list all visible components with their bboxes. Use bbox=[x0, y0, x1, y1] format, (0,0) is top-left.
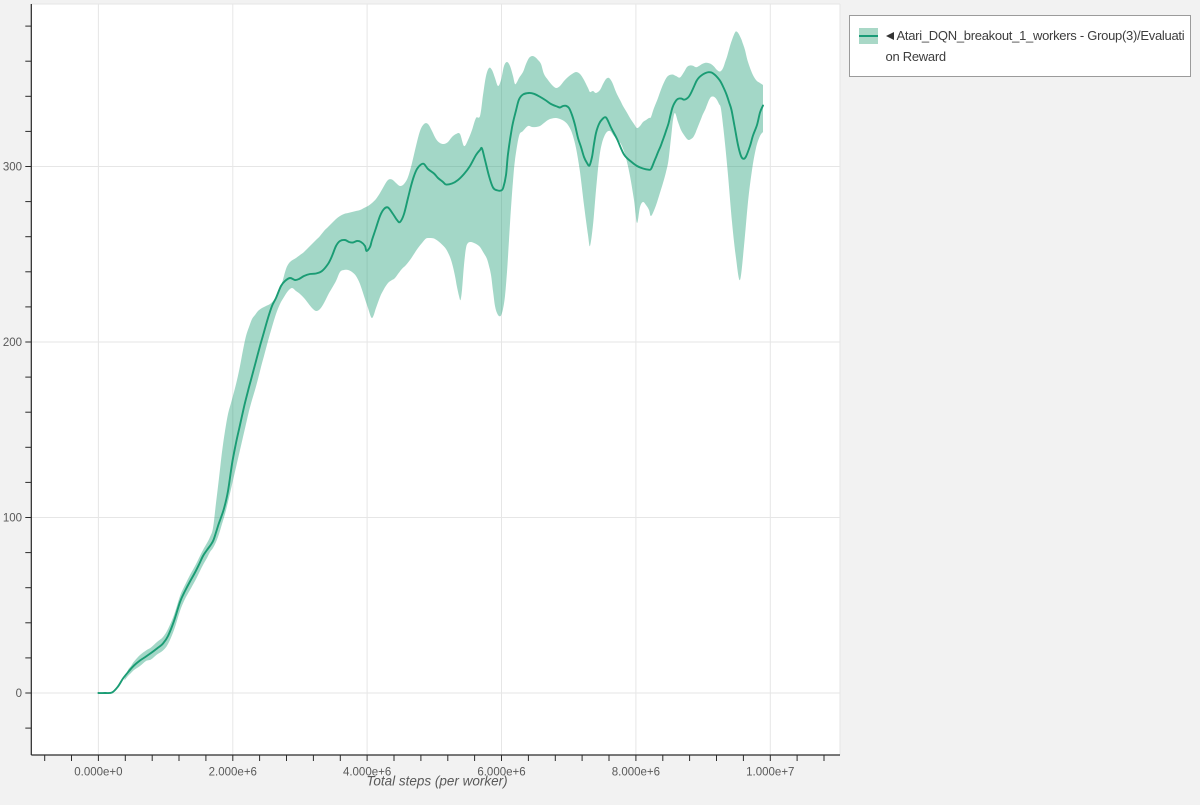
svg-text:4.000e+6: 4.000e+6 bbox=[343, 767, 391, 779]
svg-text:100: 100 bbox=[3, 513, 22, 525]
svg-text:0: 0 bbox=[16, 688, 22, 700]
svg-text:200: 200 bbox=[3, 337, 22, 349]
svg-text:1.000e+7: 1.000e+7 bbox=[746, 767, 794, 779]
svg-text:6.000e+6: 6.000e+6 bbox=[477, 767, 525, 779]
svg-text:2.000e+6: 2.000e+6 bbox=[209, 767, 257, 779]
svg-text:8.000e+6: 8.000e+6 bbox=[612, 767, 660, 779]
svg-text:0.000e+0: 0.000e+0 bbox=[74, 767, 122, 779]
svg-text:Total steps (per worker): Total steps (per worker) bbox=[366, 774, 507, 789]
svg-text:300: 300 bbox=[3, 162, 22, 174]
